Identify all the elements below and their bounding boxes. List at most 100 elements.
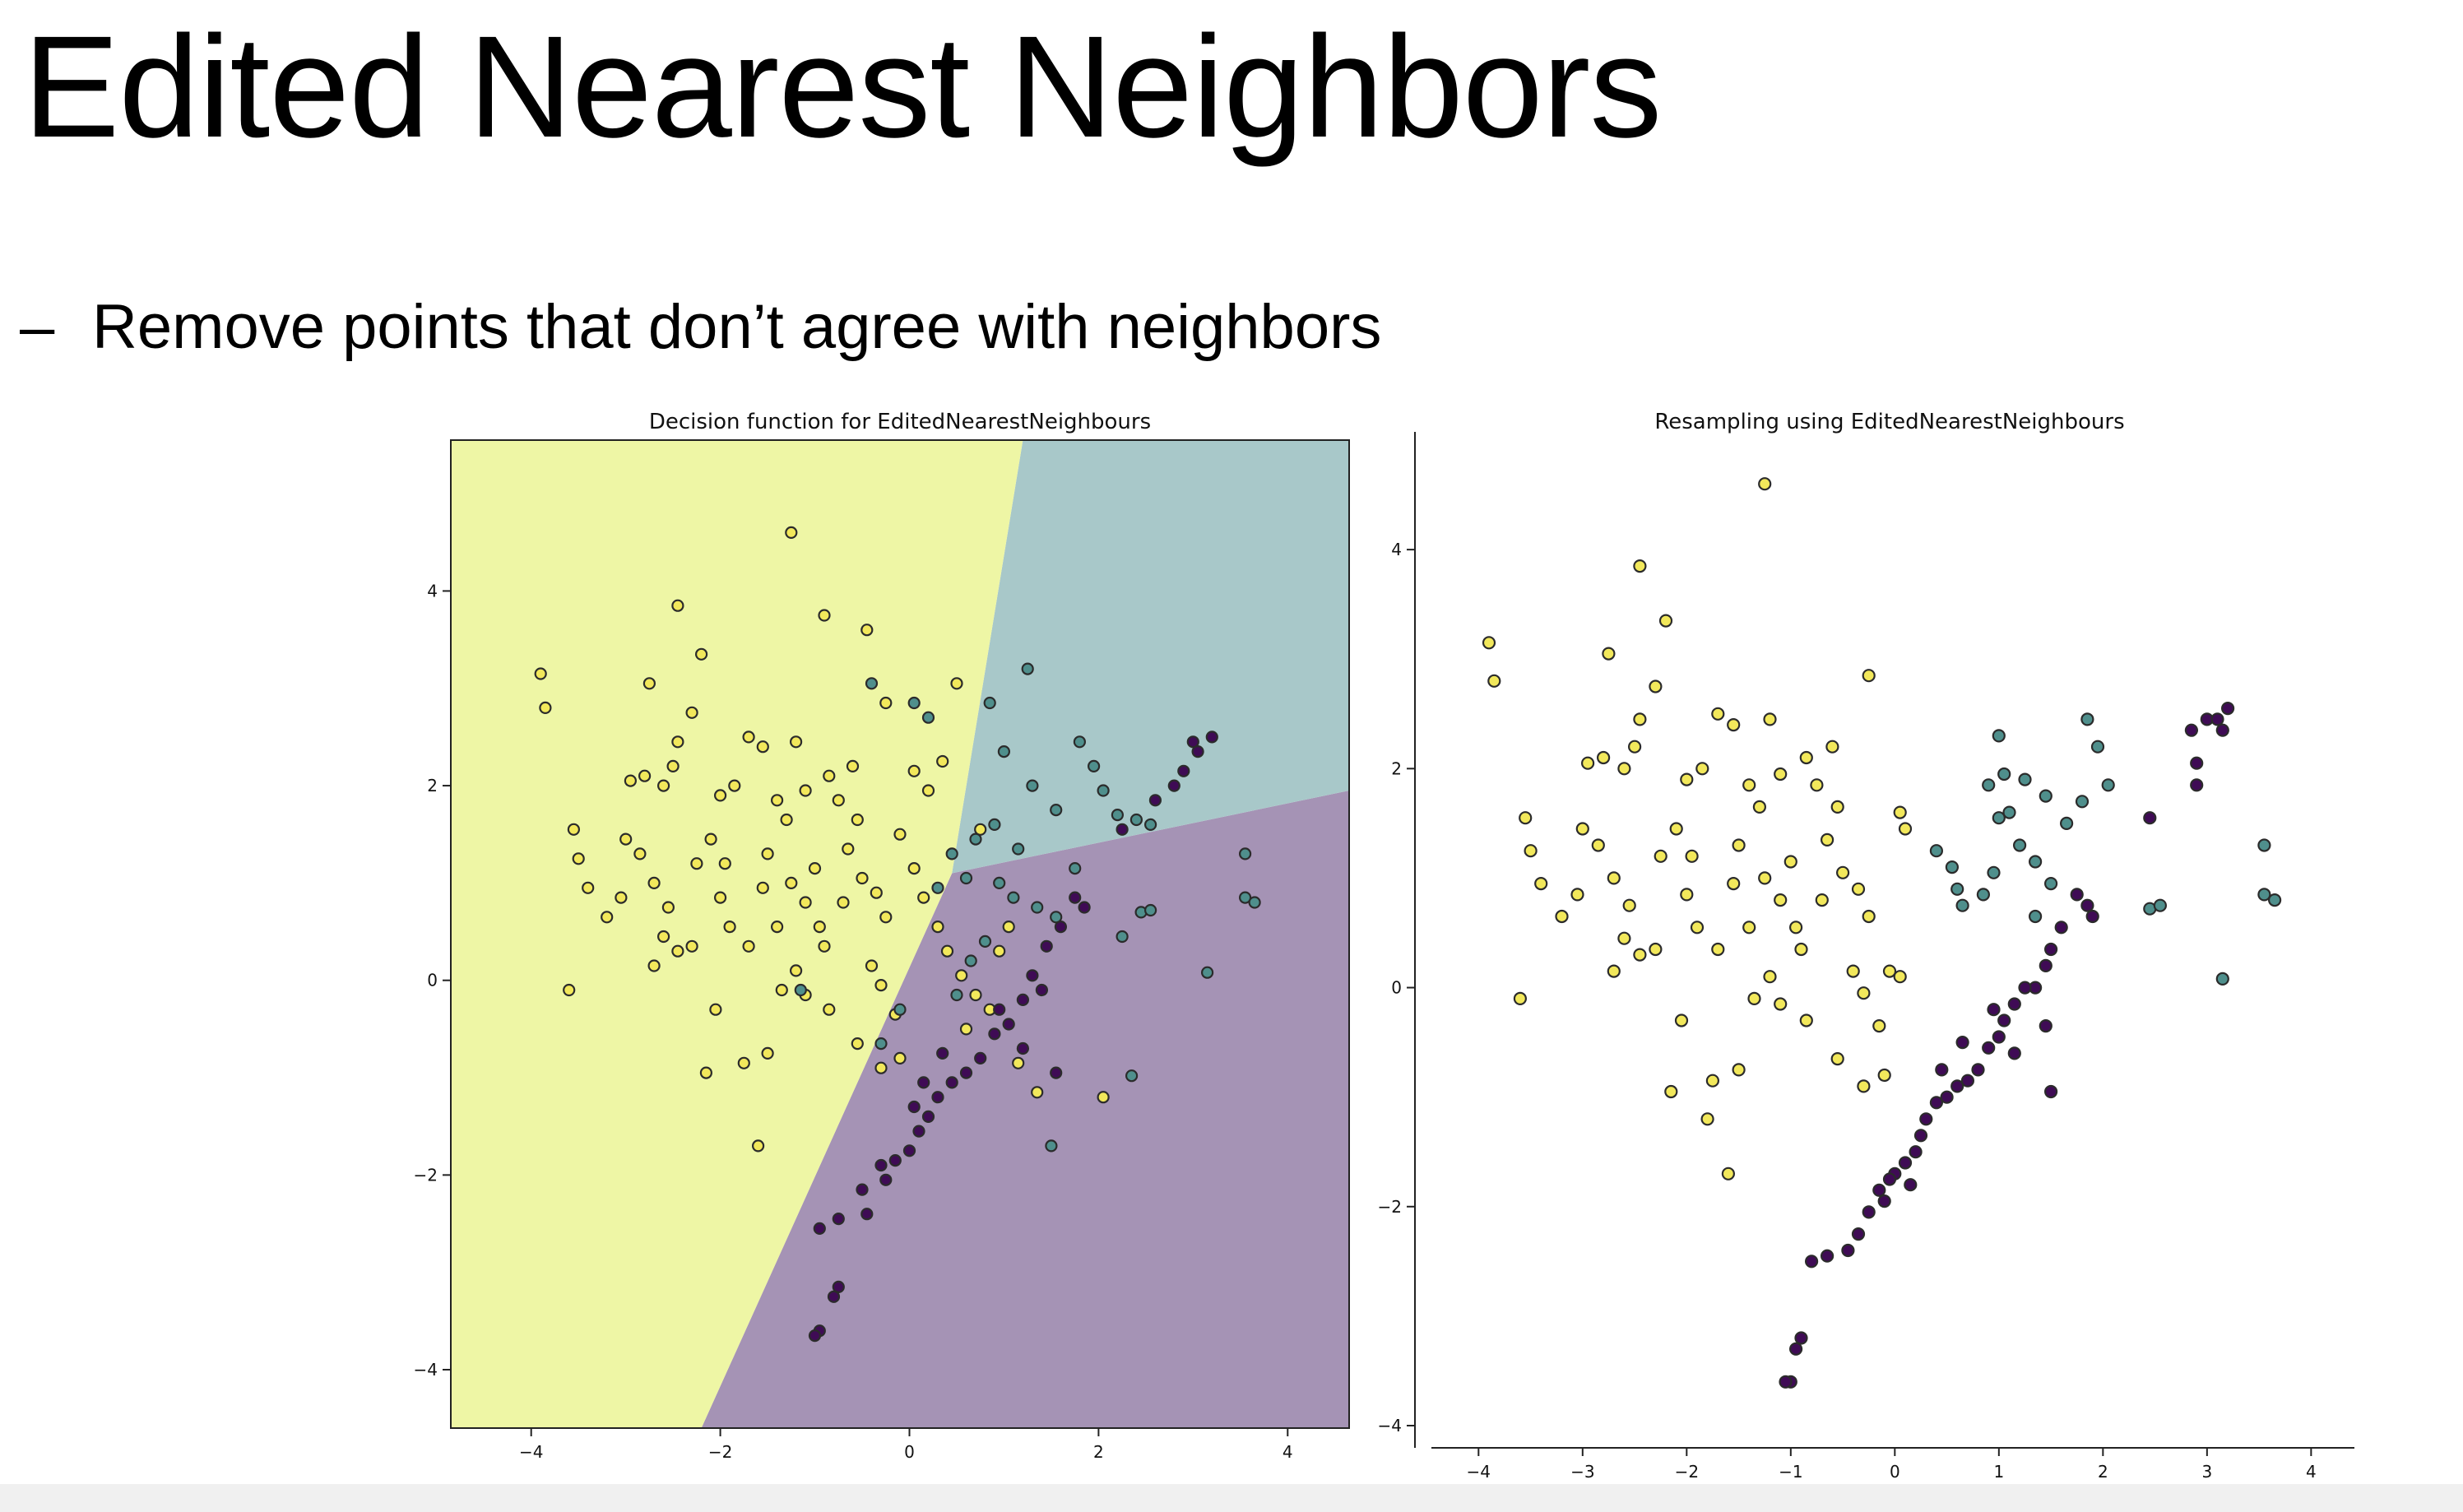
chart-0-point-c [846, 759, 860, 773]
chart-0-point-c [624, 774, 638, 787]
chart-0-point-c [582, 881, 595, 894]
chart-1-point-a [1898, 1156, 1913, 1170]
chart-0-point-c [917, 891, 930, 904]
chart-0-point-b [1031, 901, 1044, 914]
chart-0-point-c [1012, 1056, 1025, 1069]
chart-0-point-b [950, 988, 963, 1002]
chart-0-point-a [832, 1212, 845, 1226]
chart-0-ytick-label: −2 [414, 1165, 438, 1185]
chart-0-point-b [1087, 759, 1101, 773]
chart-0-point-a [931, 1091, 944, 1104]
chart-0-point-c [837, 896, 850, 909]
chart-1-point-c [1654, 849, 1668, 863]
chart-1-point-a [2085, 909, 2099, 924]
chart-1-point-c [1747, 991, 1761, 1006]
chart-0-series-b [794, 662, 1261, 1153]
chart-1-point-c [1711, 707, 1725, 721]
chart-0-point-a [902, 1144, 916, 1157]
chart-1-point-c [1830, 800, 1844, 814]
chart-1-point-c [1711, 942, 1725, 957]
chart-0-point-c [860, 624, 874, 637]
chart-1-point-b [1997, 767, 2011, 782]
chart-0-point-c [874, 978, 888, 992]
chart-0-point-a [856, 1183, 869, 1196]
chart-1-ytick-label: 0 [1391, 978, 1402, 998]
chart-1-xtick-label: 1 [1993, 1462, 2004, 1481]
chart-0-region-a [701, 791, 1349, 1428]
chart-1-xtick-label: −2 [1675, 1462, 1699, 1481]
chart-1-point-b [1945, 860, 1959, 874]
chart-1-point-a [2190, 778, 2204, 792]
chart-1-xtick-label: 4 [2306, 1462, 2317, 1481]
chart-0-point-c [713, 789, 727, 802]
chart-1-point-a [2007, 997, 2021, 1011]
chart-0-point-a [1040, 939, 1053, 953]
chart-1-point-c [1721, 1166, 1735, 1180]
chart-0-point-a [832, 1280, 845, 1294]
chart-0-point-b [1050, 911, 1063, 924]
chart-0-point-c [931, 920, 944, 934]
chart-0-point-c [813, 920, 826, 934]
chart-1-point-c [1882, 964, 1897, 978]
chart-0-point-c [761, 1046, 774, 1060]
chart-0-point-b [964, 954, 977, 967]
chart-1-point-b [2257, 888, 2271, 902]
slide-title: Edited Nearest Neighbors [23, 7, 1662, 168]
chart-0-point-b [1045, 1139, 1058, 1153]
chart-0-point-c [893, 1051, 907, 1065]
chart-1-point-c [1575, 822, 1589, 836]
chart-1-point-b [1950, 882, 1964, 896]
chart-0-point-a [988, 1027, 1001, 1041]
chart-1-point-c [1487, 674, 1501, 688]
chart-0-point-c [950, 677, 963, 690]
chart-1-point-c [1877, 1068, 1891, 1083]
chart-0-point-c [969, 988, 982, 1002]
chart-0-point-c [842, 842, 855, 856]
chart-1-point-c [1789, 921, 1803, 935]
chart-0-point-c [685, 706, 698, 719]
chart-1-point-b [2257, 838, 2271, 852]
chart-1-point-c [1857, 1079, 1871, 1093]
chart-0-point-c [832, 794, 845, 807]
chart-0-point-a [1205, 730, 1218, 744]
chart-0-point-a [1016, 1041, 1030, 1055]
chart-0-point-b [945, 847, 958, 860]
chart-1-point-a [2210, 712, 2224, 726]
chart-1-point-c [1774, 997, 1788, 1011]
chart-0-point-c [818, 609, 831, 622]
chart-0-point-b [1111, 808, 1125, 822]
chart-0-point-a [912, 1125, 925, 1138]
chart-0-point-c [1002, 920, 1015, 934]
chart-1-point-b [1992, 729, 2006, 743]
chart-0-point-c [780, 813, 793, 827]
chart-1-point-a [2215, 723, 2229, 737]
chart-1-point-b [1955, 898, 1969, 912]
chart-1-point-a [1940, 1090, 1954, 1104]
chart-0-point-c [756, 740, 769, 754]
chart-0-point-c [661, 901, 675, 914]
chart-0-point-c [713, 891, 727, 904]
chart-1-point-a [2044, 942, 2058, 957]
chart-0-point-c [723, 920, 736, 934]
chart-0-point-c [656, 779, 670, 792]
chart-1-point-c [1680, 772, 1694, 786]
chart-1-point-c [1830, 1051, 1844, 1066]
chart-0-point-c [955, 969, 968, 982]
chart-1-point-a [1779, 1375, 1793, 1389]
chart-0-point-c [785, 526, 798, 540]
chart-1-point-c [1685, 849, 1699, 863]
chart-1-point-c [1872, 1018, 1886, 1033]
chart-0-point-a [1148, 794, 1162, 807]
chart-0-ytick-label: 4 [427, 581, 438, 601]
chart-0-point-b [874, 1037, 888, 1051]
chart-1-point-b [2215, 972, 2229, 986]
chart-0-region-c [451, 440, 1023, 1428]
chart-1-point-a [1882, 1172, 1897, 1186]
chart-0-point-c [647, 876, 661, 890]
chart-0-point-b [969, 833, 982, 846]
bullet-marker: – [20, 292, 55, 362]
chart-0-point-a [907, 1100, 921, 1114]
chart-0-point-a [813, 1222, 826, 1236]
chart-0-point-c [974, 823, 987, 836]
chart-0-point-b [1007, 891, 1020, 904]
